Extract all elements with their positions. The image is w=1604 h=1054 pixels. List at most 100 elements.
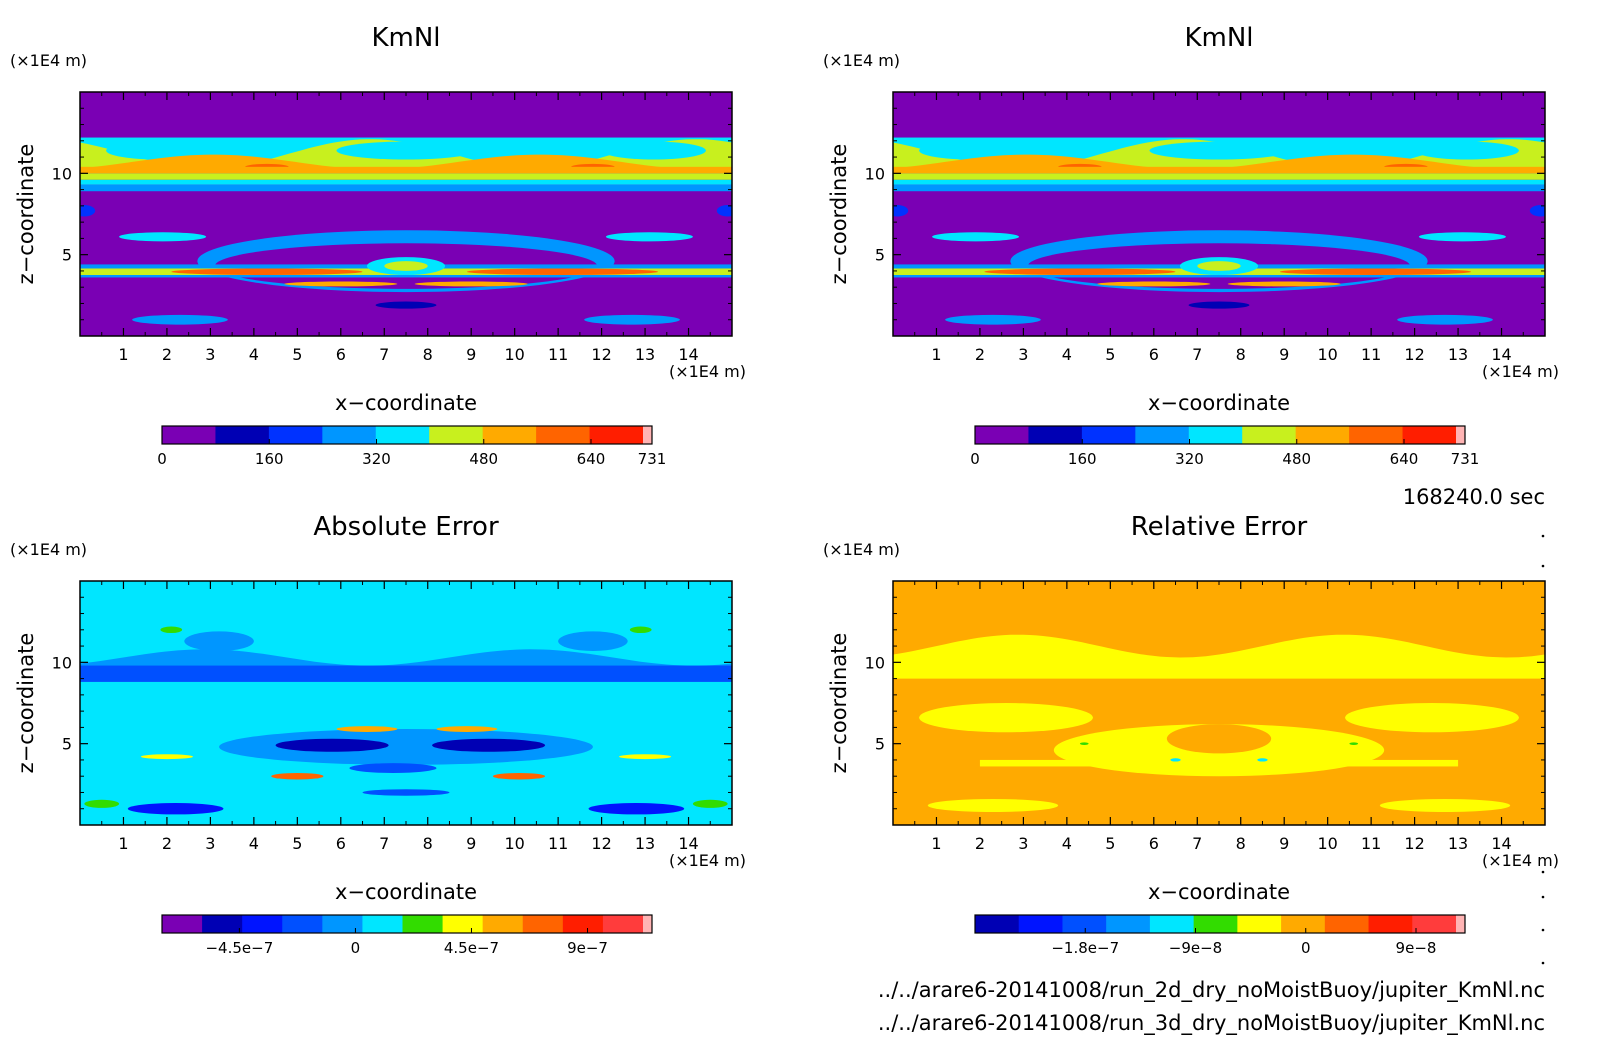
field-cell (80, 205, 96, 217)
field-cell (349, 763, 437, 773)
field-cell (132, 314, 228, 325)
chart-title: Absolute Error (313, 512, 499, 542)
x-tick-label: 8 (1236, 345, 1246, 364)
x-axis-label: x−coordinate (1148, 880, 1290, 904)
colorbar-swatch (1193, 915, 1238, 933)
colorbar-swatch (162, 915, 203, 933)
colorbar-swatch (643, 915, 653, 933)
time-label: 168240.0 sec (1403, 485, 1545, 509)
colorbar-swatch (1295, 426, 1350, 444)
field-spot-lower (1097, 281, 1211, 287)
plot-field-absolute-error (80, 581, 732, 825)
field-core-upper (601, 141, 706, 160)
y-axis-unit: (×1E4 m) (10, 51, 87, 70)
colorbar-swatch (482, 915, 524, 933)
field-core-upper (919, 141, 1024, 160)
x-tick-label: 6 (1149, 345, 1159, 364)
x-axis-label: x−coordinate (1148, 391, 1290, 415)
colorbar-swatch (562, 915, 604, 933)
colorbar-swatch (322, 426, 377, 444)
field-cell (1345, 703, 1519, 733)
file-path-3d: ../../arare6-20141008/run_3d_dry_noMoist… (878, 1011, 1545, 1036)
field-core-lower (1197, 261, 1241, 271)
x-tick-label: 14 (678, 834, 698, 853)
colorbar-swatch (375, 426, 430, 444)
colorbar-swatch (442, 915, 484, 933)
field-spot-lower (1279, 268, 1472, 275)
field-core-upper (106, 141, 211, 160)
colorbar-tick-label: 9e−7 (567, 939, 608, 957)
field-spot (1257, 758, 1268, 762)
y-axis-label: z−coordinate (14, 144, 38, 285)
x-tick-label: 3 (205, 834, 215, 853)
colorbar-tick-label: 480 (1282, 450, 1311, 468)
field-spot (629, 626, 652, 634)
dot (1541, 870, 1545, 874)
colorbar-tick-label: 0 (351, 939, 361, 957)
y-axis-unit: (×1E4 m) (823, 540, 900, 559)
colorbar-swatch (1018, 915, 1063, 933)
y-tick-label: 10 (52, 164, 72, 183)
field-cell (927, 798, 1059, 812)
colorbar-swatch (1412, 915, 1457, 933)
x-tick-label: 13 (1448, 345, 1468, 364)
chart-title: KmNl (371, 23, 440, 53)
colorbar-tick-label: 640 (577, 450, 606, 468)
colorbar-swatch (1028, 426, 1083, 444)
x-tick-label: 1 (118, 345, 128, 364)
x-tick-label: 10 (504, 345, 524, 364)
field-hole (1166, 724, 1272, 754)
plot-field-relative-error (893, 581, 1545, 825)
x-tick-label: 2 (162, 834, 172, 853)
colorbar-tick-label: 0 (1301, 939, 1311, 957)
x-tick-label: 14 (1491, 345, 1511, 364)
x-tick-label: 10 (1317, 834, 1337, 853)
x-tick-label: 4 (1062, 834, 1072, 853)
file-path-2d: ../../arare6-20141008/run_2d_dry_noMoist… (878, 978, 1545, 1003)
colorbar-swatch (1188, 426, 1243, 444)
plot-field-kmnl-3d (893, 92, 1545, 336)
x-tick-label: 1 (118, 834, 128, 853)
y-tick-label: 5 (875, 246, 885, 265)
colorbar-swatch (202, 915, 243, 933)
x-tick-label: 4 (249, 345, 259, 364)
x-tick-label: 1 (931, 834, 941, 853)
x-tick-label: 1 (931, 345, 941, 364)
x-axis-unit: (×1E4 m) (669, 851, 746, 870)
field-spot (336, 726, 398, 732)
x-tick-label: 3 (1018, 834, 1028, 853)
field-cell (584, 314, 680, 325)
x-tick-label: 11 (548, 345, 568, 364)
x-axis-unit: (×1E4 m) (1482, 851, 1559, 870)
colorbar-swatch (1062, 915, 1107, 933)
colorbar-tick-label: −4.5e−7 (205, 939, 273, 957)
x-tick-label: 7 (379, 345, 389, 364)
x-tick-label: 14 (678, 345, 698, 364)
x-axis-label: x−coordinate (335, 880, 477, 904)
field-spot (1349, 742, 1359, 745)
colorbar-swatch (268, 426, 323, 444)
field-band-yellow (80, 173, 732, 180)
x-tick-label: 5 (1105, 834, 1115, 853)
colorbar-tick-label: 640 (1390, 450, 1419, 468)
dot (1541, 534, 1545, 538)
y-tick-label: 10 (52, 653, 72, 672)
field-cell (919, 703, 1093, 733)
colorbar-swatch (1237, 915, 1282, 933)
x-tick-label: 12 (591, 834, 611, 853)
field-cell (588, 803, 685, 815)
field-cell (275, 738, 389, 752)
colorbar-swatch (589, 426, 644, 444)
field-cell (375, 301, 437, 309)
chart-title: Relative Error (1131, 512, 1308, 542)
field-cell (1418, 232, 1506, 242)
field-spot (492, 772, 546, 780)
colorbar-tick-label: 0 (157, 450, 167, 468)
dot (1541, 928, 1545, 932)
field-spot (436, 726, 498, 732)
x-tick-label: 8 (423, 345, 433, 364)
x-tick-label: 10 (504, 834, 524, 853)
field-spot-lower (284, 281, 398, 287)
y-tick-label: 10 (865, 653, 885, 672)
field-spot (692, 799, 728, 808)
